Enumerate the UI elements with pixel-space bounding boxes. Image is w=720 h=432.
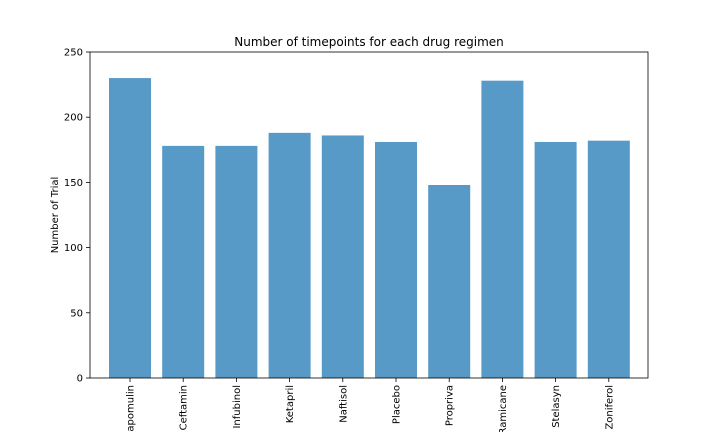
bar-placebo (375, 141, 417, 378)
bar-capomulin (109, 78, 151, 378)
x-tick-label-ketapril: Ketapril (285, 385, 296, 423)
x-axis: Capomulin Ceftamin Infubinol Ketapril Naftis… (126, 378, 615, 432)
y-tick-label: 150 (64, 178, 83, 189)
bar-naftisol (321, 135, 364, 378)
bar-propriva (428, 185, 471, 378)
bar-zoniferol (587, 140, 630, 378)
y-axis: 0 50 100 150 200 250 (64, 48, 90, 385)
y-tick-label: 100 (64, 243, 83, 254)
bar-ceftamin (162, 145, 205, 378)
x-tick-label-ramicane: Ramicane (498, 385, 509, 432)
chart-title: Number of timepoints for each drug regim… (234, 35, 504, 49)
x-tick-label-placebo: Placebo (392, 385, 403, 424)
x-tick-label-naftisol: Naftisol (338, 385, 349, 423)
bar-stelasyn (534, 141, 577, 378)
bar-infubinol (215, 145, 258, 378)
y-tick-label: 0 (77, 374, 83, 385)
bar-ramicane (481, 80, 524, 379)
x-tick-label-ceftamin: Ceftamin (179, 385, 190, 430)
bars-group (109, 78, 630, 379)
x-tick-label-stelasyn: Stelasyn (551, 385, 562, 428)
y-axis-label: Number of Trial (50, 177, 61, 254)
x-tick-label-infubinol: Infubinol (232, 385, 243, 429)
x-tick-label-propriva: Propriva (445, 385, 456, 426)
y-tick-label: 250 (64, 48, 83, 59)
plot-frame (89, 51, 649, 379)
x-tick-label-zoniferol: Zoniferol (604, 385, 615, 430)
bar-ketapril (268, 132, 311, 378)
y-tick-label: 50 (70, 308, 83, 319)
x-tick-label-capomulin: Capomulin (126, 385, 137, 432)
y-tick-label: 200 (64, 113, 83, 124)
